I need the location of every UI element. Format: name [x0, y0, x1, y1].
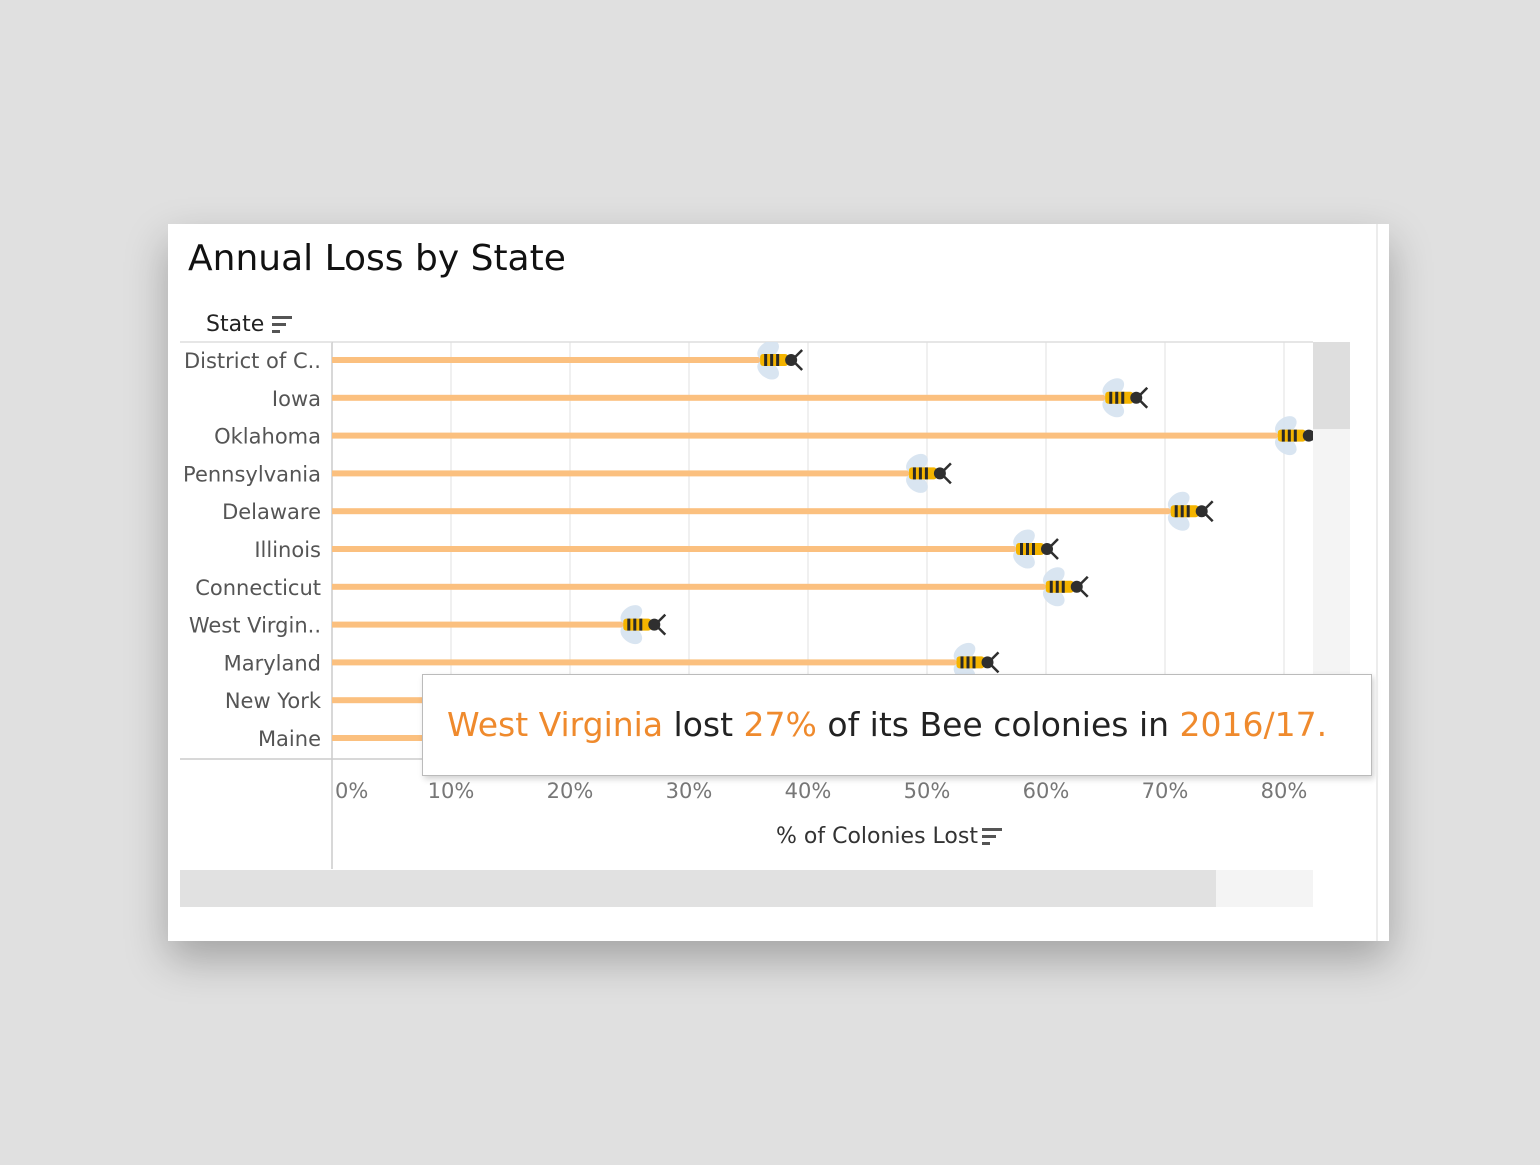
y-tick-label: Maine: [258, 727, 321, 751]
bee-antenna: [1203, 500, 1214, 523]
bee-icon[interactable]: [1164, 488, 1214, 535]
callout-text: West Virginia lost 27% of its Bee coloni…: [447, 705, 1327, 744]
bar[interactable]: [332, 470, 939, 477]
y-tick-label: Iowa: [272, 387, 321, 411]
bee-antenna: [793, 349, 804, 371]
bee-stripe: [972, 656, 976, 669]
x-tick-label: 10%: [428, 779, 475, 803]
annotation-callout: West Virginia lost 27% of its Bee coloni…: [422, 674, 1372, 776]
vertical-scrollbar-thumb[interactable]: [1313, 342, 1350, 429]
bar[interactable]: [332, 546, 1046, 552]
bee-stripe: [627, 618, 631, 631]
chart-title: Annual Loss by State: [188, 238, 566, 279]
bee-stripe: [960, 656, 964, 669]
x-axis-title-label: % of Colonies Lost: [776, 824, 978, 849]
sort-descending-icon[interactable]: [272, 316, 292, 334]
x-tick-label: 60%: [1023, 779, 1070, 803]
vertical-scrollbar[interactable]: [1313, 342, 1350, 676]
horizontal-scrollbar-thumb[interactable]: [180, 870, 1216, 907]
y-tick-label: District of C..: [184, 349, 321, 373]
bar[interactable]: [332, 621, 654, 628]
bee-antenna: [1138, 386, 1149, 409]
bee-antenna: [942, 462, 952, 485]
bee-stripe: [1281, 429, 1285, 442]
bee-stripe: [1180, 505, 1184, 518]
horizontal-scrollbar[interactable]: [180, 870, 1313, 907]
bee-antenna: [1078, 575, 1089, 598]
y-tick-label: West Virgin..: [189, 614, 321, 638]
y-tick-label: Oklahoma: [214, 425, 321, 449]
bee-stripe: [1020, 543, 1023, 555]
bee-stripe: [770, 354, 774, 366]
state-header-label: State: [206, 312, 265, 337]
bee-icon[interactable]: [1271, 412, 1319, 459]
bee-stripe: [1061, 580, 1065, 593]
x-tick-label: 30%: [666, 779, 713, 803]
callout-period: 2016/17.: [1179, 705, 1328, 744]
x-axis-title[interactable]: % of Colonies Lost: [776, 824, 978, 849]
x-tick-label: 20%: [547, 779, 594, 803]
bar[interactable]: [332, 508, 1201, 515]
callout-value: 27%: [743, 705, 817, 744]
bar[interactable]: [332, 659, 987, 666]
state-axis-header[interactable]: State: [206, 312, 264, 337]
bee-stripe: [1174, 505, 1178, 518]
bee-antenna: [1049, 538, 1059, 560]
y-tick-label: Delaware: [222, 500, 321, 524]
bar[interactable]: [332, 432, 1308, 439]
bee-stripe: [1121, 391, 1125, 404]
callout-text-1: lost: [663, 705, 744, 744]
bee-icon[interactable]: [1099, 374, 1149, 421]
bee-stripe: [1115, 391, 1119, 404]
bee-icon[interactable]: [1010, 526, 1059, 573]
panel-divider: [1376, 224, 1378, 941]
bee-stripe: [1293, 429, 1297, 442]
bee-head: [1302, 429, 1313, 442]
bee-stripe: [1049, 580, 1053, 593]
x-tick-label: 70%: [1142, 779, 1189, 803]
bee-antenna: [989, 651, 1000, 674]
bee-stripe: [1032, 543, 1035, 555]
bar[interactable]: [332, 357, 791, 363]
bee-stripe: [1026, 543, 1029, 555]
bee-icon[interactable]: [617, 601, 667, 648]
chart-card: Annual Loss by State State District of C…: [168, 224, 1389, 941]
x-tick-label: 0%: [335, 779, 368, 803]
bee-stripe: [1186, 505, 1190, 518]
y-tick-label: Connecticut: [195, 576, 321, 600]
callout-text-2: of its Bee colonies in: [816, 705, 1180, 744]
y-tick-label: New York: [225, 689, 322, 713]
y-tick-label: Illinois: [254, 538, 321, 562]
y-tick-label: Pennsylvania: [183, 462, 321, 486]
bee-stripe: [1109, 391, 1113, 404]
bee-stripe: [918, 467, 922, 480]
x-tick-label: 80%: [1261, 779, 1308, 803]
bee-stripe: [924, 467, 928, 480]
bee-stripe: [912, 467, 916, 480]
bee-stripe: [1055, 580, 1059, 593]
x-tick-label: 50%: [904, 779, 951, 803]
bee-stripe: [633, 618, 637, 631]
bar[interactable]: [332, 394, 1136, 401]
y-tick-label: Maryland: [224, 651, 321, 675]
bee-stripe: [764, 354, 768, 366]
bee-stripe: [966, 656, 970, 669]
x-tick-label: 40%: [785, 779, 832, 803]
bee-icon[interactable]: [754, 337, 804, 384]
sort-descending-icon[interactable]: [982, 828, 1002, 846]
bee-stripe: [1287, 429, 1291, 442]
bar[interactable]: [332, 583, 1076, 590]
bee-icon[interactable]: [902, 450, 952, 497]
bee-antenna: [656, 613, 667, 636]
bee-stripe: [639, 618, 643, 631]
callout-state: West Virginia: [447, 705, 664, 744]
bee-icon[interactable]: [1039, 563, 1089, 610]
bee-stripe: [776, 354, 780, 366]
